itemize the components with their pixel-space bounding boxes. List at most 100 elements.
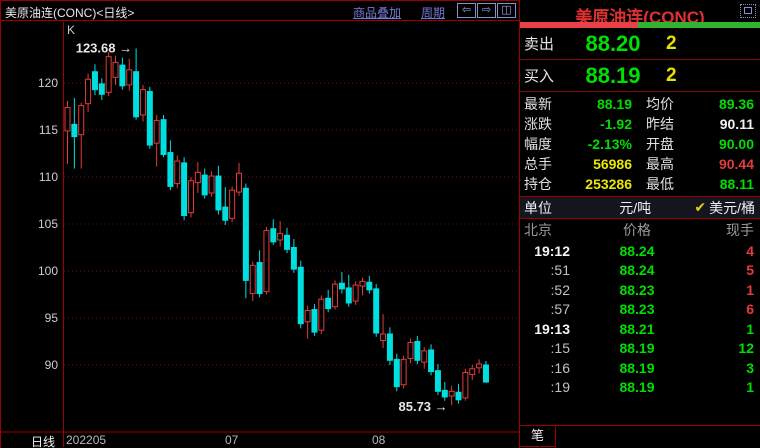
y-tick-label: 115 [39,123,58,137]
stat-value: 253286 [585,176,632,192]
candle-body [332,283,339,308]
candle-body [297,266,304,325]
tick-lots: 1 [746,320,754,337]
y-tick-label: 90 [45,358,59,372]
sell-quote-row[interactable]: 卖出 88.20 2 [520,28,760,60]
candle-body [133,71,140,118]
overlay-link[interactable]: 商品叠加 [353,6,402,20]
candle-body [270,228,277,243]
x-axis-label: 07 [225,433,239,447]
period-label[interactable]: 日线 [31,435,56,448]
buy-quote-row[interactable]: 买入 88.19 2 [520,60,760,92]
tick-time: 19:13 [534,320,570,337]
candle-body [167,152,174,187]
tick-price: 88.19 [619,359,655,376]
header-price: 价格 [623,222,651,238]
candle-body [181,162,188,217]
scroll-left-icon[interactable]: ⇦ [457,3,476,18]
ratio-bar-green [637,22,760,28]
candle-body [236,172,242,193]
stat-label: 最新 [524,96,552,112]
y-tick-label: 100 [38,264,58,278]
stat-label: 昨结 [646,116,674,132]
candle-body [174,160,181,185]
tick-time: :15 [550,340,570,357]
tick-lots: 6 [746,301,754,318]
tick-row: :15 88.19 12 [520,339,760,359]
candle-body [98,83,105,95]
tick-time: :57 [550,301,570,318]
stat-label: 持仓 [524,176,552,192]
candle-body [91,71,98,91]
candle-body [482,364,489,383]
candle-body [345,287,352,304]
stat-label: 最高 [646,156,674,172]
tick-time: :19 [550,379,570,396]
tick-row: :16 88.19 3 [520,358,760,378]
stat-value: 90.00 [718,136,754,152]
layout-icon[interactable]: ◫ [497,3,516,18]
instrument-title: 美原油连(CONC) [575,8,705,27]
tick-price: 88.24 [619,242,655,259]
candle-body [249,264,256,295]
sell-size: 2 [666,32,677,54]
chart-title: 美原油连(CONC)<日线> [5,6,135,20]
tick-price: 88.23 [619,301,655,318]
buy-size: 2 [666,64,677,86]
x-axis-label: 202205 [66,433,107,447]
candle-body [71,123,78,138]
restore-window-icon[interactable] [740,4,756,18]
tick-lots: 1 [746,281,754,298]
candle-body [78,105,85,136]
candle-body [277,232,284,241]
scroll-right-icon[interactable]: ⇨ [477,3,496,18]
y-tick-label: 105 [38,217,58,231]
x-axis-strip: 日线 202205 07 08 [1,433,519,448]
candle-body [242,187,249,281]
tick-row: :51 88.24 5 [520,261,760,281]
candle-body [386,333,393,361]
stat-row: 幅度 -2.13% 开盘 90.00 [520,134,760,154]
candle-body [229,189,236,219]
candle-body [64,106,71,132]
stat-value: 90.11 [719,116,754,132]
candle-body [215,175,222,211]
candle-body [441,389,448,398]
candle-body [194,171,201,184]
candle-body [222,206,229,221]
stat-row: 最新 88.19 均价 89.36 [520,94,760,114]
candle-body [366,281,373,291]
candle-body [400,358,407,386]
unit-option-yuan-ton[interactable]: 元/吨 [619,199,652,216]
candle-body [290,247,297,270]
stat-value: -1.92 [600,116,632,132]
stat-row: 总手 56986 最高 90.44 [520,154,760,174]
candle-body [311,309,318,333]
stat-row: 涨跌 -1.92 昨结 90.11 [520,114,760,134]
header-lots: 现手 [726,222,754,238]
tick-time: :52 [550,281,570,298]
tick-row: 19:13 88.21 1 [520,319,760,339]
header-time: 北京 [524,222,552,238]
stat-value: -2.13% [587,136,632,152]
candle-body [146,90,153,146]
tab-tick[interactable]: 笔 [520,426,556,447]
tick-row: 19:12 88.24 4 [520,241,760,261]
candle-body [284,234,291,250]
unit-toggle-row[interactable]: 单位 元/吨 ✔ 美元/桶 [520,196,760,219]
candle-body [455,391,462,401]
candle-body [434,370,441,392]
sell-label: 卖出 [524,36,555,53]
candle-body [393,358,400,388]
period-link[interactable]: 周期 [421,6,446,20]
candle-body [407,341,414,359]
candle-body [352,284,359,302]
stat-value: 90.44 [718,156,754,172]
tick-lots: 5 [746,262,754,279]
stat-label: 总手 [524,156,552,172]
candle-body [153,120,160,144]
stat-label: 涨跌 [524,116,552,132]
tick-table-header: 北京 价格 现手 [520,219,760,241]
unit-option-usd-barrel[interactable]: 美元/桶 [709,199,755,216]
